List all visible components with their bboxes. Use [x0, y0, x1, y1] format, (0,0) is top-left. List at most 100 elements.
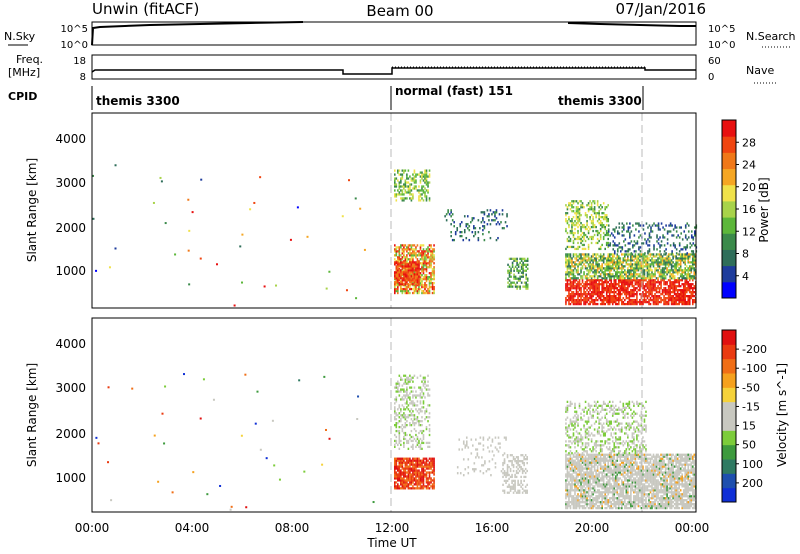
range-cell [598, 287, 600, 290]
range-cell [580, 200, 582, 203]
range-cell [398, 425, 401, 429]
range-cell [506, 213, 508, 216]
range-cell [397, 422, 399, 425]
range-cell [456, 229, 459, 232]
range-cell [566, 463, 569, 466]
range-cell [467, 466, 470, 469]
range-cell [465, 236, 468, 240]
range-cell [672, 257, 674, 260]
range-cell [580, 204, 582, 207]
range-cell [519, 261, 521, 264]
range-cell [572, 471, 575, 474]
range-cell [406, 376, 408, 379]
range-cell [483, 225, 486, 228]
range-cell [404, 197, 407, 200]
range-cell [415, 254, 417, 257]
range-cell [609, 244, 612, 247]
range-cell [673, 298, 676, 302]
range-cell [578, 469, 581, 472]
range-cell [687, 257, 690, 260]
range-cell [400, 181, 402, 184]
range-cell [485, 470, 488, 473]
range-cell [592, 237, 594, 241]
range-cell [403, 193, 405, 196]
range-cell [403, 187, 405, 190]
range-cell [630, 230, 633, 233]
range-cell [575, 208, 578, 211]
range-cell [412, 279, 414, 282]
range-cell [678, 294, 680, 298]
range-cell [412, 471, 414, 474]
range-cell [604, 247, 606, 251]
range-cell [425, 171, 428, 174]
range-cell [403, 169, 405, 172]
range-cell [400, 420, 402, 423]
range-cell [571, 210, 573, 213]
range-cell [689, 246, 692, 249]
range-cell [407, 185, 410, 188]
range-cell [425, 197, 428, 200]
range-cell [413, 289, 416, 293]
range-cell [517, 458, 519, 461]
range-cell [636, 242, 639, 245]
range-cell [575, 467, 578, 470]
range-cell [574, 212, 576, 215]
range-cell [587, 208, 590, 211]
range-cell [577, 489, 579, 492]
range-cell [602, 202, 605, 205]
range-cell [410, 246, 413, 249]
range-cell [569, 459, 572, 462]
range-cell [398, 475, 401, 478]
range-cell [617, 265, 620, 268]
range-cell [648, 259, 650, 262]
range-cell [410, 269, 413, 272]
range-cell [630, 298, 632, 302]
range-cell [595, 483, 597, 486]
range-cell [602, 267, 605, 270]
range-cell [693, 253, 696, 256]
range-cell [578, 216, 581, 219]
range-cell [427, 276, 429, 279]
range-cell [654, 298, 656, 302]
range-cell [655, 291, 658, 294]
range-cell [486, 223, 489, 226]
range-cell [416, 291, 419, 295]
range-cell [601, 289, 603, 292]
range-cell [656, 248, 658, 251]
range-cell [428, 483, 431, 486]
range-cell [607, 231, 610, 235]
range-cell [419, 408, 422, 411]
range-cell [598, 489, 600, 492]
range-cell [610, 279, 613, 282]
range-cell [517, 491, 519, 494]
range-cell [601, 259, 603, 262]
range-cell [424, 171, 426, 174]
range-cell [604, 227, 606, 231]
range-cell [604, 269, 606, 272]
range-cell [595, 477, 597, 480]
range-cell [604, 289, 606, 292]
range-cell [642, 259, 644, 262]
range-cell [575, 279, 578, 282]
range-cell [401, 289, 404, 293]
range-cell [611, 285, 614, 288]
range-cell [596, 481, 599, 484]
range-cell [676, 285, 679, 288]
range-cell [648, 263, 650, 266]
range-cell [568, 504, 570, 508]
nave-right-tick-top: 60 [708, 56, 721, 67]
range-cell [430, 246, 432, 249]
range-cell [575, 504, 578, 508]
range-cell [424, 412, 426, 415]
range-cell [526, 283, 529, 286]
range-cell [608, 296, 611, 300]
range-cell [645, 261, 647, 264]
range-cell [394, 443, 396, 447]
range-cell [578, 287, 581, 290]
range-cell [693, 277, 696, 280]
range-cell [473, 234, 475, 238]
range-cell [415, 467, 417, 470]
range-cell [459, 231, 462, 234]
range-cell [599, 461, 602, 464]
range-cell [581, 477, 584, 480]
